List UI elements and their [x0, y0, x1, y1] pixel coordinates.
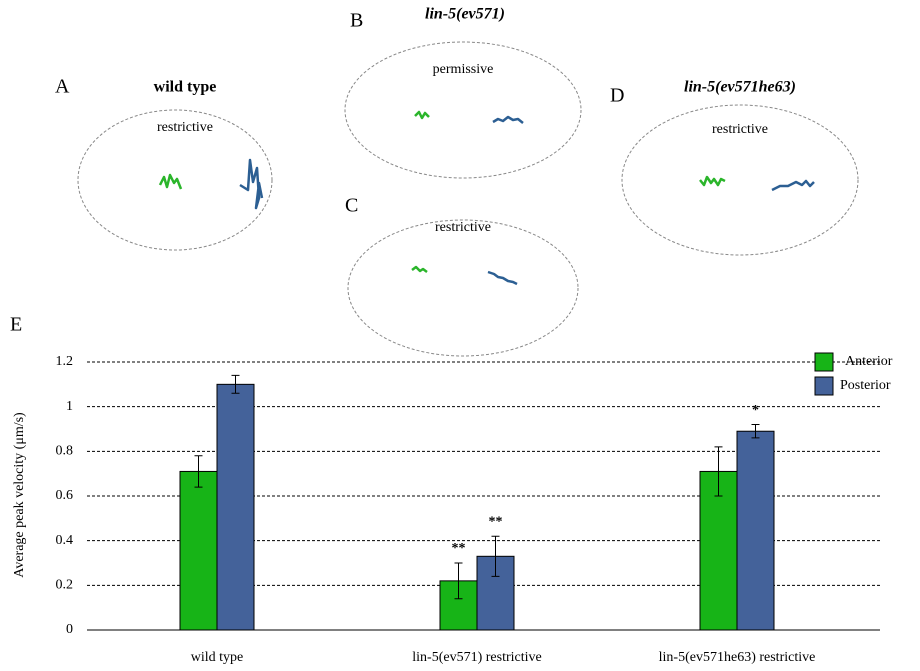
- error-bar: [231, 374, 240, 394]
- y-tick-label: 1: [66, 399, 73, 414]
- error-bar: [194, 455, 203, 488]
- error-bar: [714, 446, 723, 497]
- panel-title: lin-5(ev571he63): [684, 79, 796, 96]
- cell-outline: [77, 109, 273, 251]
- bar: [179, 470, 218, 631]
- condition: restrictive: [435, 220, 491, 235]
- condition: permissive: [433, 62, 494, 77]
- y-tick-label: 0.4: [56, 533, 74, 548]
- cell-outline: [344, 41, 582, 179]
- trace: [492, 115, 524, 124]
- panel-title: wild type: [154, 79, 217, 96]
- trace: [158, 173, 183, 190]
- y-tick-label: 0.6: [56, 488, 74, 503]
- panel-label: B: [350, 10, 363, 32]
- trace: [771, 179, 815, 192]
- panel-label: C: [345, 195, 358, 217]
- trace: [487, 270, 518, 286]
- x-tick-label: wild type: [191, 650, 244, 665]
- significance: **: [452, 541, 466, 556]
- condition: restrictive: [712, 122, 768, 137]
- trace: [239, 158, 264, 210]
- panel-title: lin-5(ev571): [425, 6, 505, 23]
- bar: [216, 383, 255, 631]
- legend-swatch: [814, 352, 834, 372]
- panel-label: D: [610, 85, 624, 107]
- y-tick-label: 0.2: [56, 578, 74, 593]
- panel-label: E: [10, 314, 22, 336]
- trace: [699, 175, 726, 187]
- bar: [736, 430, 775, 631]
- cell-outline: [621, 104, 859, 256]
- trace: [414, 110, 430, 120]
- bar: [699, 470, 738, 631]
- y-tick-label: 0.8: [56, 444, 74, 459]
- y-axis-label: Average peak velocity (μm/s): [12, 412, 27, 578]
- legend-label: Anterior: [845, 354, 893, 369]
- error-bar: [454, 562, 463, 600]
- trace: [411, 265, 428, 273]
- significance: *: [752, 403, 759, 418]
- error-bar: [751, 424, 760, 439]
- error-bar: [491, 535, 500, 577]
- cell-outline: [347, 219, 579, 357]
- x-tick-label: lin-5(ev571he63) restrictive: [659, 650, 816, 665]
- condition: restrictive: [157, 120, 213, 135]
- panel-label: A: [55, 76, 70, 98]
- legend-label: Posterior: [840, 378, 891, 393]
- y-tick-label: 0: [66, 622, 73, 637]
- x-tick-label: lin-5(ev571) restrictive: [412, 650, 541, 665]
- legend-swatch: [814, 376, 834, 396]
- significance: **: [489, 514, 503, 529]
- y-tick-label: 1.2: [56, 354, 74, 369]
